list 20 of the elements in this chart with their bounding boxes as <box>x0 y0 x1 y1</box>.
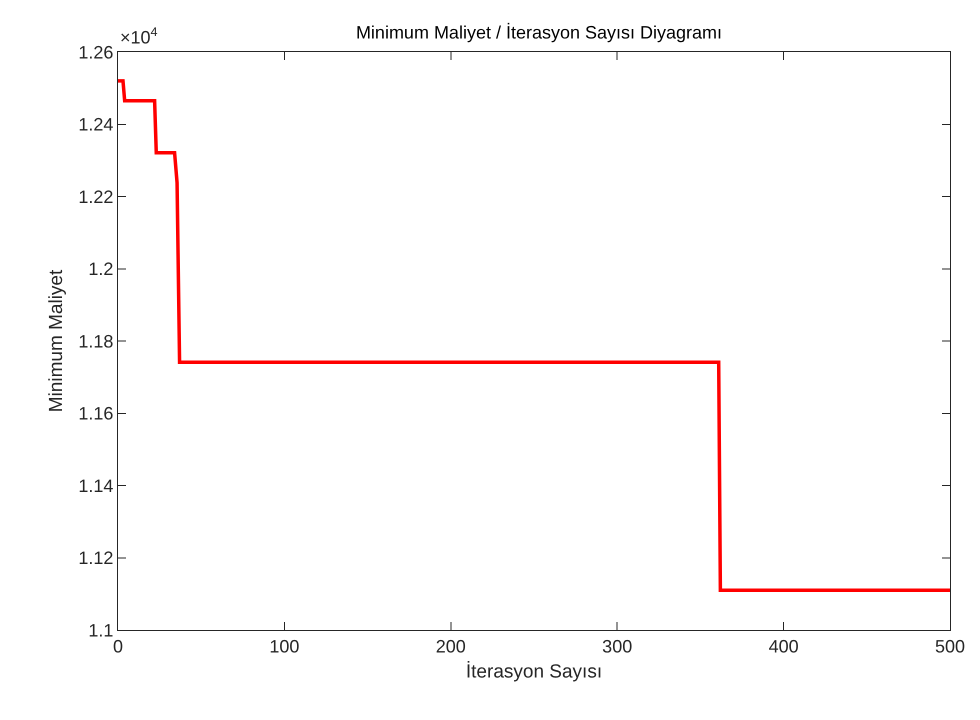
y-tick-label: 1.24 <box>78 114 114 135</box>
x-axis-title: İterasyon Sayısı <box>466 660 602 682</box>
x-tick-label: 500 <box>934 636 966 657</box>
x-tick-label: 300 <box>602 636 632 657</box>
x-tick-label: 200 <box>436 636 466 657</box>
y-axis-title: Minimum Maliyet <box>46 269 68 412</box>
y-tick-label: 1.22 <box>78 186 114 207</box>
y-tick-label: 1.14 <box>78 476 114 496</box>
y-tick-label: 1.18 <box>78 331 114 352</box>
y-tick-label: 1.1 <box>88 620 114 640</box>
line-series <box>118 79 950 592</box>
y-tick-label: 1.16 <box>78 404 114 424</box>
x-tick-label: 0 <box>112 636 124 657</box>
y-tick-label: 1.2 <box>88 259 114 280</box>
x-tick-label: 400 <box>768 636 799 657</box>
y-tick-label: 1.12 <box>78 548 114 568</box>
chart-title: Minimum Maliyet / İterasyon Sayısı Diyagramı <box>356 22 722 43</box>
x-tick-label: 100 <box>269 636 300 657</box>
y-tick-label: 1.26 <box>78 42 114 62</box>
text: ×10$^{4}$ <box>120 25 158 48</box>
